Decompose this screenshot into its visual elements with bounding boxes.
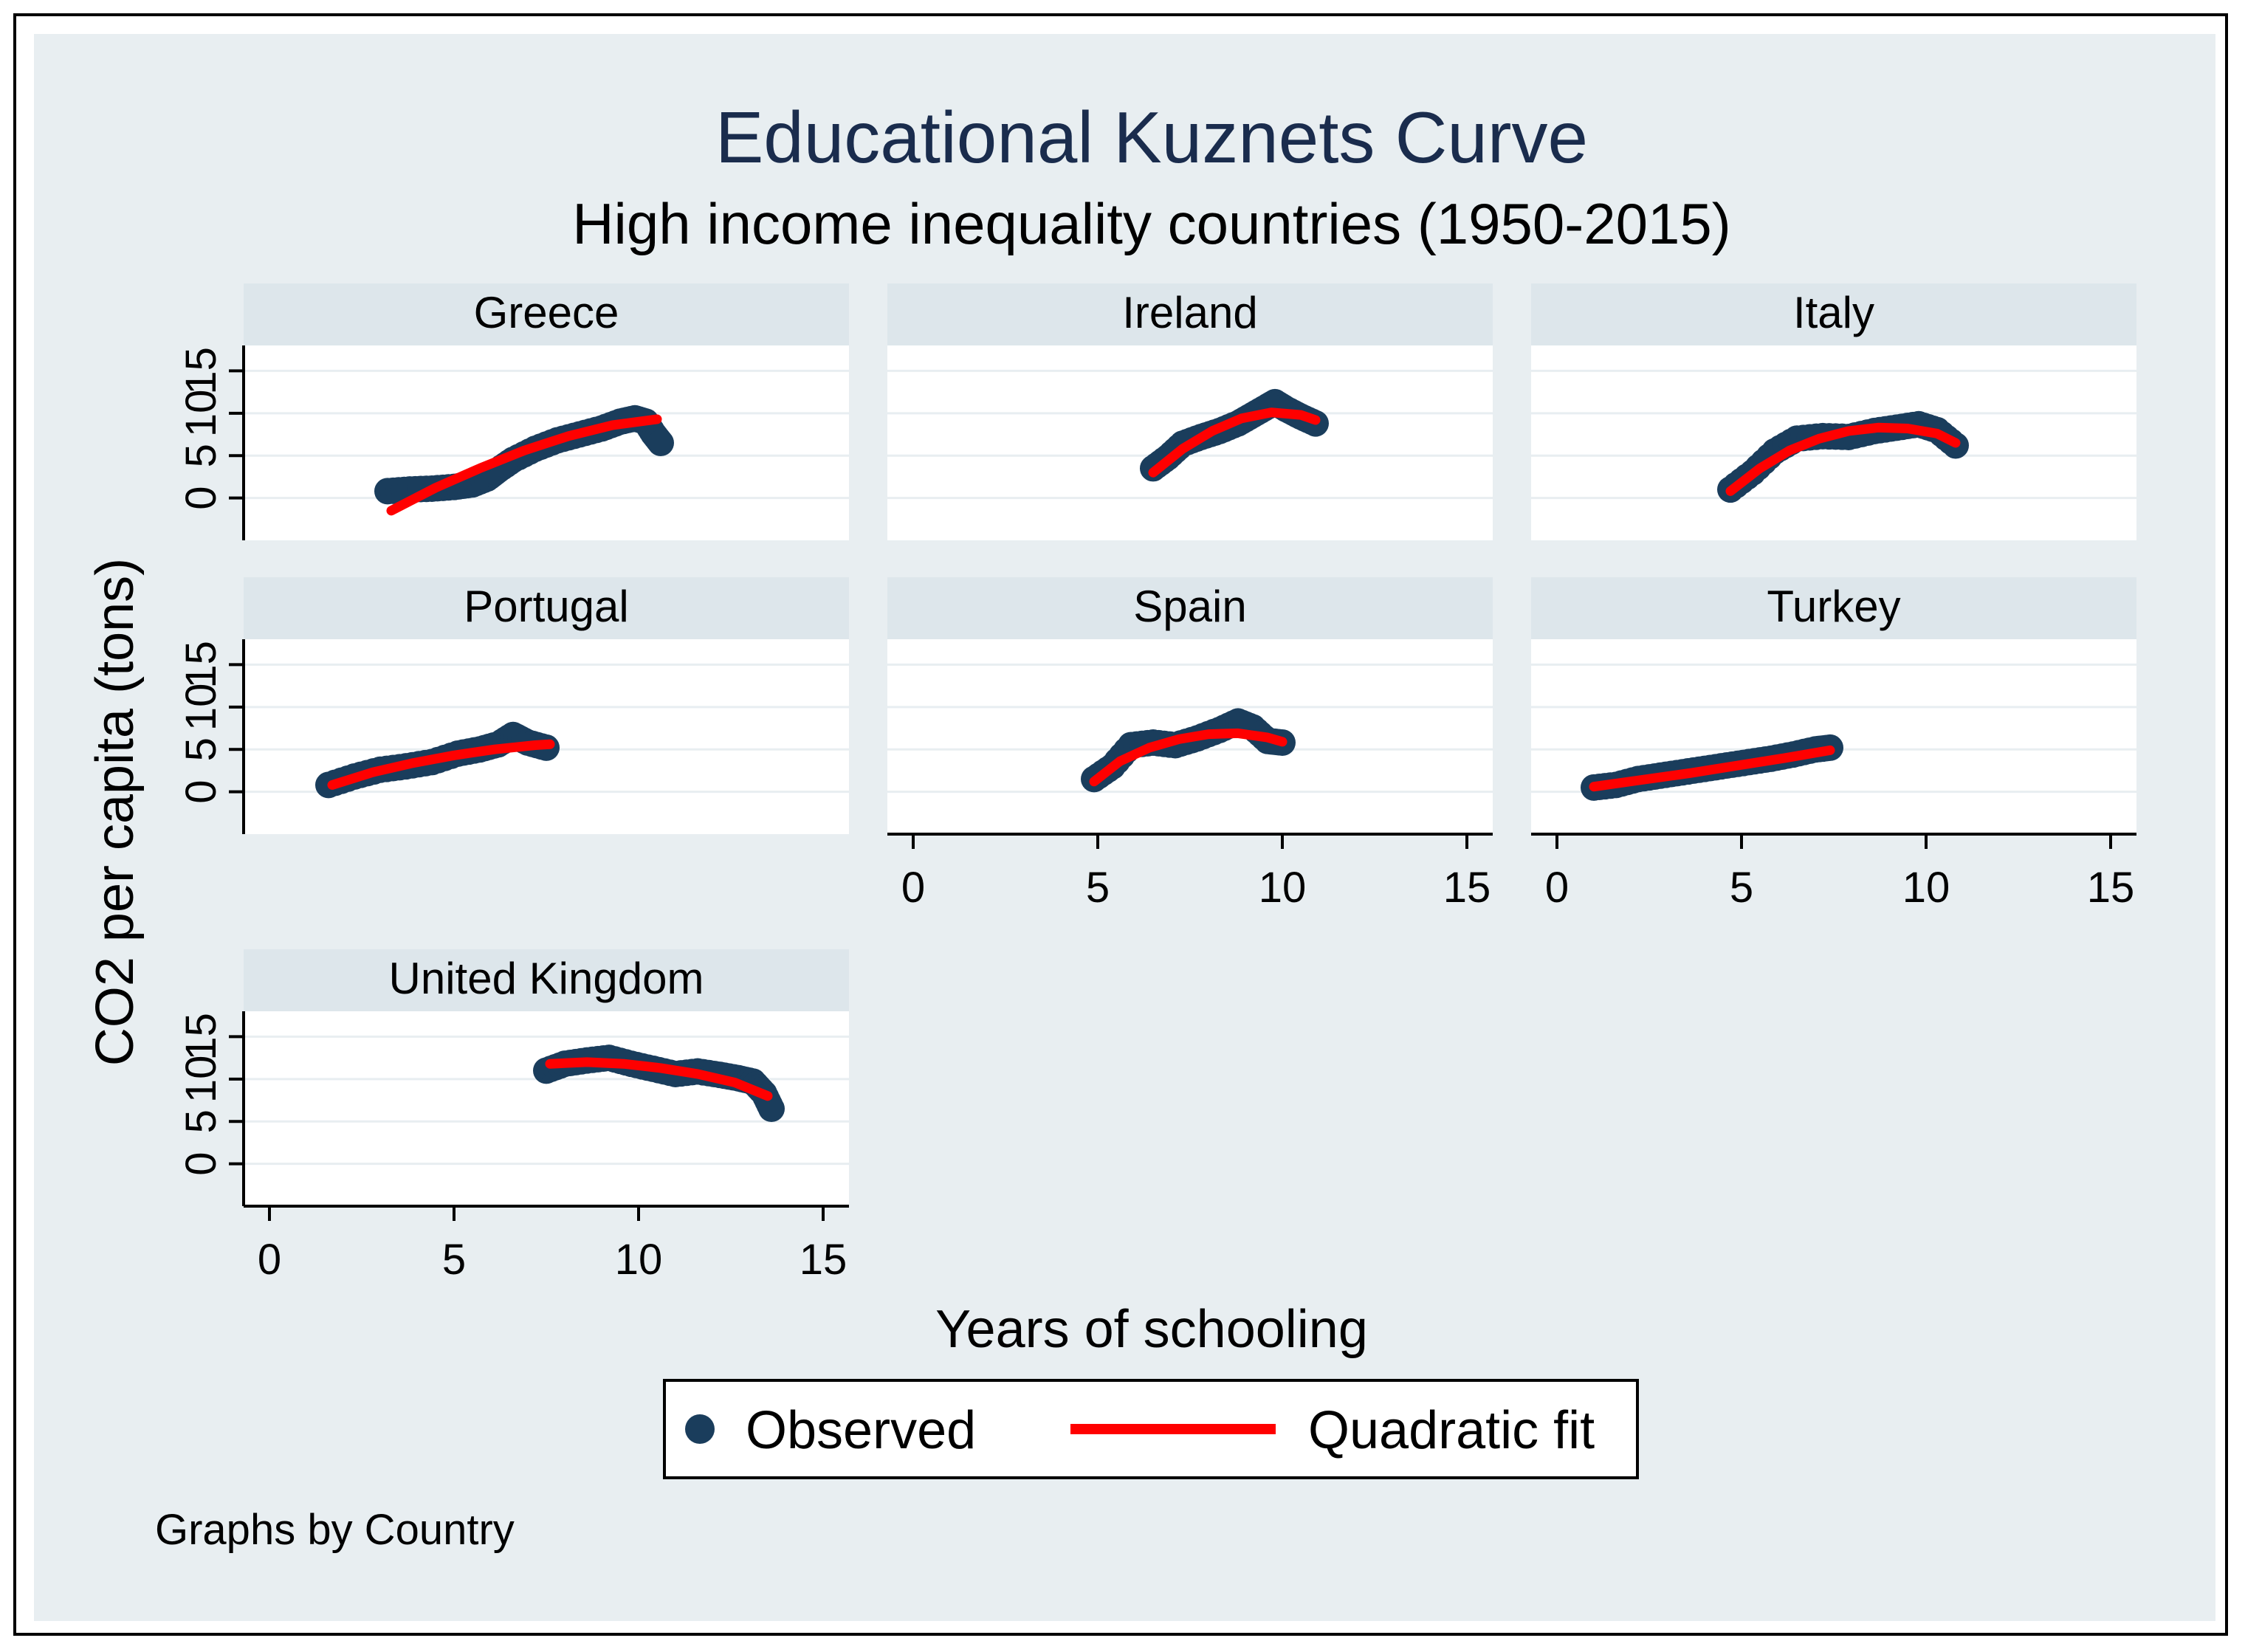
fit-line — [1725, 422, 1961, 496]
y-tick-label: 10 — [177, 684, 225, 732]
y-tick-label: 0 — [177, 1152, 225, 1175]
fit-line — [327, 739, 555, 790]
fit-line — [1148, 407, 1321, 478]
panel-header — [244, 577, 849, 639]
x-tick-label: 15 — [1443, 864, 1491, 912]
chart-title: Educational Kuznets Curve — [715, 97, 1588, 178]
x-axis-label: Years of schooling — [935, 1300, 1368, 1359]
y-tick-label: 5 — [177, 444, 225, 467]
legend-observed-marker — [685, 1414, 715, 1444]
observed-point — [647, 430, 674, 456]
observed-point — [758, 1095, 785, 1122]
y-tick-label: 5 — [177, 1109, 225, 1133]
x-tick-label: 10 — [615, 1236, 663, 1284]
fit-line — [386, 414, 662, 516]
fit-line — [1089, 728, 1287, 787]
x-tick-label: 0 — [901, 864, 925, 912]
graphs-by-note: Graphs by Country — [155, 1506, 515, 1554]
y-tick-label: 0 — [177, 486, 225, 509]
fit-line — [545, 1057, 773, 1101]
x-tick-label: 5 — [442, 1236, 466, 1284]
panel-header — [887, 283, 1493, 345]
panel-header — [244, 283, 849, 345]
y-tick-label: 0 — [177, 779, 225, 803]
x-tick-label: 0 — [258, 1236, 281, 1284]
x-tick-label: 5 — [1730, 864, 1753, 912]
panel-label: United Kingdom — [389, 954, 704, 1003]
legend: Observed Quadratic fit — [663, 1379, 1639, 1479]
y-tick-label: 15 — [177, 347, 225, 395]
panel-label: Ireland — [1122, 288, 1257, 337]
x-tick-label: 15 — [800, 1236, 848, 1284]
panel-header — [1531, 283, 2136, 345]
y-tick-label: 10 — [177, 390, 225, 438]
panel-header — [244, 949, 849, 1011]
fit-line — [1589, 745, 1835, 792]
legend-observed-label: Observed — [746, 1401, 976, 1460]
x-tick-label: 15 — [2087, 864, 2135, 912]
x-tick-label: 10 — [1902, 864, 1950, 912]
y-tick-label: 15 — [177, 641, 225, 689]
y-tick-label: 10 — [177, 1056, 225, 1104]
y-tick-label: 15 — [177, 1013, 225, 1061]
x-tick-label: 5 — [1086, 864, 1110, 912]
panel-label: Turkey — [1767, 582, 1900, 631]
panel-label: Greece — [474, 288, 619, 337]
plot-area — [244, 1011, 849, 1206]
panel-header — [887, 577, 1493, 639]
x-tick-label: 10 — [1259, 864, 1307, 912]
y-axis-label: CO2 per capita (tons) — [86, 558, 145, 1066]
panel-label: Portugal — [464, 582, 628, 631]
panel-spain: Spain 0 5 10 15 — [887, 577, 1493, 912]
x-tick-label: 0 — [1545, 864, 1569, 912]
y-tick-label: 5 — [177, 737, 225, 761]
panel-label: Spain — [1133, 582, 1246, 631]
chart-subtitle: High income inequality countries (1950-2… — [572, 191, 1731, 256]
panel-header — [1531, 577, 2136, 639]
panel-italy: Italy — [1531, 283, 2136, 540]
panel-label: Italy — [1793, 288, 1874, 337]
panel-turkey: Turkey 0 5 10 15 — [1531, 577, 2136, 912]
panel-ireland: Ireland — [887, 283, 1493, 540]
legend-fit-label: Quadratic fit — [1308, 1401, 1595, 1460]
